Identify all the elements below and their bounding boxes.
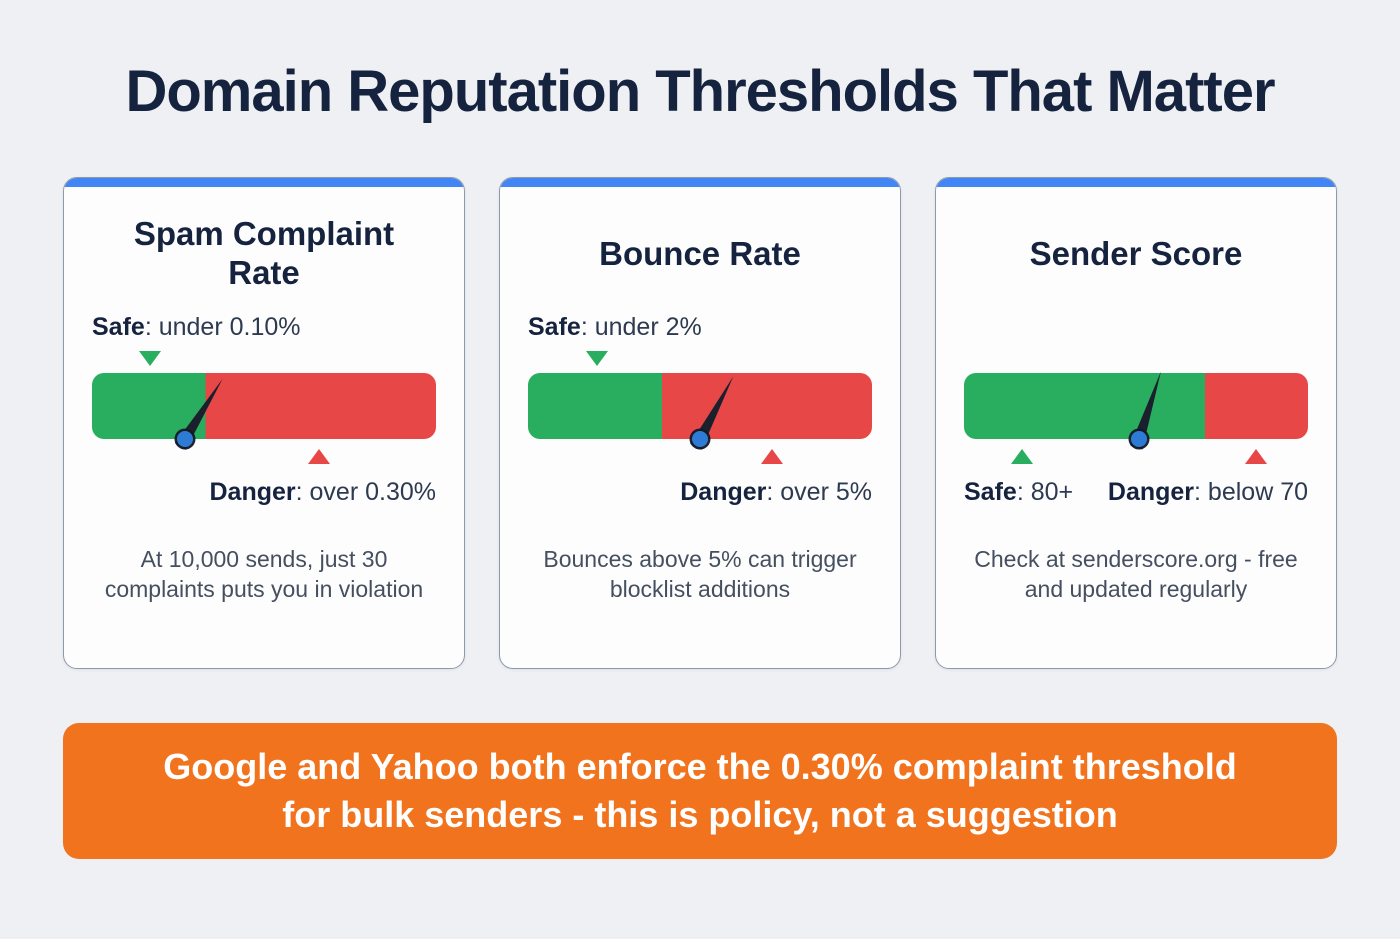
- threshold-cards-row: Spam Complaint Rate Safe: under 0.10%: [63, 177, 1337, 669]
- danger-label: Danger: [209, 477, 296, 506]
- needle-pivot-dot: [176, 431, 193, 447]
- card-note: Check at senderscore.org - free and upda…: [974, 546, 1298, 603]
- safe-value: : under 2%: [580, 312, 702, 341]
- danger-marker-icon: [308, 449, 331, 464]
- marker-row-top: [964, 349, 1308, 369]
- card-spam-complaint-rate: Spam Complaint Rate Safe: under 0.10%: [63, 177, 465, 669]
- banner-line-2: for bulk senders - this is policy, not a…: [282, 794, 1118, 835]
- marker-row-bottom: [528, 447, 872, 467]
- spam-complaint-gauge: [92, 349, 436, 467]
- danger-threshold-line: Danger: over 5%: [528, 470, 872, 514]
- banner-line-1: Google and Yahoo both enforce the 0.30% …: [163, 745, 1237, 787]
- page-title: Domain Reputation Thresholds That Matter: [125, 59, 1275, 124]
- card-note: At 10,000 sends, just 30 complaints puts…: [104, 546, 424, 603]
- safe-threshold-line: Safe: under 0.10%: [92, 305, 436, 349]
- safe-value: : under 0.10%: [144, 312, 301, 341]
- policy-banner: Google and Yahoo both enforce the 0.30% …: [63, 723, 1337, 859]
- safe-danger-threshold-line: Safe: 80+ Danger: below 70: [964, 470, 1308, 514]
- card-top-accent: [500, 178, 900, 187]
- danger-value: : over 5%: [766, 477, 872, 506]
- gauge-bar: [964, 373, 1308, 439]
- sender-score-gauge: [964, 349, 1308, 467]
- card-top-accent: [64, 178, 464, 187]
- gauge-bar: [92, 373, 436, 439]
- marker-row-top: [528, 349, 872, 369]
- bounce-rate-gauge: [528, 349, 872, 467]
- card-title: Sender Score: [1029, 234, 1243, 272]
- safe-value: : 80+: [1016, 477, 1074, 506]
- card-top-accent: [936, 178, 1336, 187]
- card-title: Bounce Rate: [599, 234, 801, 272]
- safe-label: Safe: [964, 477, 1017, 506]
- marker-row-bottom: [964, 447, 1308, 467]
- danger-marker-icon: [761, 449, 784, 464]
- safe-marker-icon: [585, 351, 608, 366]
- danger-threshold-line: Danger: over 0.30%: [92, 470, 437, 514]
- danger-value: : below 70: [1194, 477, 1308, 506]
- danger-value: : over 0.30%: [295, 477, 436, 506]
- card-note: Bounces above 5% can trigger blocklist a…: [543, 546, 857, 603]
- danger-label: Danger: [680, 477, 767, 506]
- safe-label: Safe: [528, 312, 581, 341]
- marker-row-top: [92, 349, 436, 369]
- safe-marker-icon: [1011, 449, 1034, 464]
- spacer: [964, 305, 1308, 349]
- gauge-bar: [528, 373, 872, 439]
- card-title: Spam Complaint Rate: [133, 215, 395, 291]
- safe-label: Safe: [92, 312, 145, 341]
- danger-marker-icon: [1245, 449, 1268, 464]
- danger-threshold-segment: Danger: below 70: [1108, 478, 1308, 507]
- marker-row-bottom: [92, 447, 436, 467]
- safe-threshold-line: Safe: under 2%: [528, 305, 872, 349]
- card-bounce-rate: Bounce Rate Safe: under 2%: [499, 177, 901, 669]
- safe-marker-icon: [139, 351, 162, 366]
- safe-threshold-segment: Safe: 80+: [964, 478, 1073, 507]
- card-sender-score: Sender Score Safe: 80+ Danger: below 70: [935, 177, 1337, 669]
- danger-label: Danger: [1107, 477, 1195, 506]
- needle-pivot-dot: [1131, 431, 1148, 447]
- needle-pivot-dot: [692, 431, 708, 447]
